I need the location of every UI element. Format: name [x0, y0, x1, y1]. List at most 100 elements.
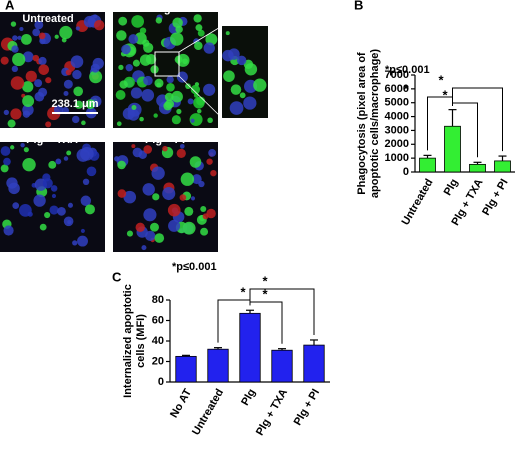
cell [130, 87, 143, 99]
cell [22, 81, 34, 93]
cell [76, 148, 90, 162]
cell [38, 56, 47, 66]
cell [66, 150, 72, 156]
cell [154, 78, 164, 88]
cell [115, 90, 126, 100]
bar [494, 160, 511, 173]
cell [168, 219, 181, 232]
zoom-line [178, 25, 223, 53]
cell [75, 26, 80, 31]
cell [59, 25, 73, 40]
cell [67, 202, 73, 208]
cell [205, 33, 218, 46]
cell [207, 117, 213, 124]
panel-label: B [354, 0, 363, 12]
cell [210, 170, 217, 177]
y-tick-label: 40 [152, 335, 164, 347]
cell [180, 172, 195, 186]
cell [116, 121, 122, 127]
cell [50, 185, 58, 192]
significance-bracket [452, 87, 503, 152]
cell [154, 233, 165, 243]
cell [166, 82, 175, 92]
panel-label: C [112, 269, 122, 284]
cell [22, 104, 34, 116]
image-label: Plg [153, 3, 170, 15]
cell [125, 63, 133, 72]
cell [167, 203, 181, 217]
cell [12, 52, 26, 67]
cell [243, 96, 257, 110]
cell [184, 206, 194, 216]
cell [84, 204, 95, 215]
cell [123, 190, 137, 204]
cell [12, 202, 20, 209]
cell [152, 193, 160, 201]
cell [117, 189, 127, 198]
cell [22, 51, 34, 63]
cell [162, 145, 168, 152]
cell [203, 42, 215, 54]
cell [223, 70, 235, 82]
bar [469, 163, 486, 173]
cell [206, 158, 213, 165]
cell [85, 99, 96, 110]
cell [134, 32, 147, 45]
cell [70, 55, 84, 68]
cell [93, 19, 105, 31]
cell [208, 148, 217, 157]
zoom-box [154, 51, 180, 77]
cell [141, 88, 155, 102]
cell [22, 157, 36, 172]
cell [92, 57, 104, 70]
bar [444, 125, 461, 173]
cell [55, 158, 62, 165]
cell [3, 157, 11, 166]
cell [72, 69, 82, 80]
cell [63, 79, 73, 89]
cell [135, 222, 145, 233]
cell [42, 178, 53, 189]
y-axis-label: apoptotic cells/macrophage) [369, 49, 381, 198]
x-tick-label: Plg [442, 177, 461, 198]
cell [189, 156, 202, 168]
cell [63, 216, 74, 227]
significance-bracket [249, 288, 315, 335]
cell [34, 79, 43, 88]
y-tick-label: 2000 [385, 138, 409, 150]
cell [196, 108, 202, 114]
cell [155, 17, 163, 24]
cell [22, 95, 35, 108]
x-tick-label: Plg + TXA [254, 387, 290, 438]
bar [239, 312, 261, 383]
cell [150, 222, 159, 232]
cell [143, 42, 154, 53]
cell [225, 31, 230, 36]
x-tick-label: Plg + PI [292, 387, 322, 428]
y-tick-label: 1000 [385, 152, 409, 164]
cell [89, 70, 103, 84]
cell [116, 30, 127, 41]
cell [83, 15, 96, 28]
zoom-line [178, 75, 223, 119]
y-tick-label: 0 [403, 166, 409, 178]
image-label: Plg + TXA [26, 134, 78, 146]
cell [171, 115, 181, 125]
cell [114, 156, 120, 162]
bar [303, 344, 325, 383]
cell [10, 108, 22, 120]
cell [39, 223, 47, 231]
cell [143, 75, 153, 86]
cell [86, 166, 97, 177]
cell [80, 228, 85, 233]
cell [34, 91, 45, 102]
significance-label: * [403, 81, 409, 96]
cell [17, 35, 22, 40]
x-tick-label: Plg [239, 387, 258, 408]
x-tick-label: Untreated [190, 387, 226, 437]
cell [132, 59, 140, 67]
cell [131, 144, 136, 149]
cell [131, 104, 137, 111]
cell [139, 27, 147, 34]
cell [72, 240, 78, 246]
